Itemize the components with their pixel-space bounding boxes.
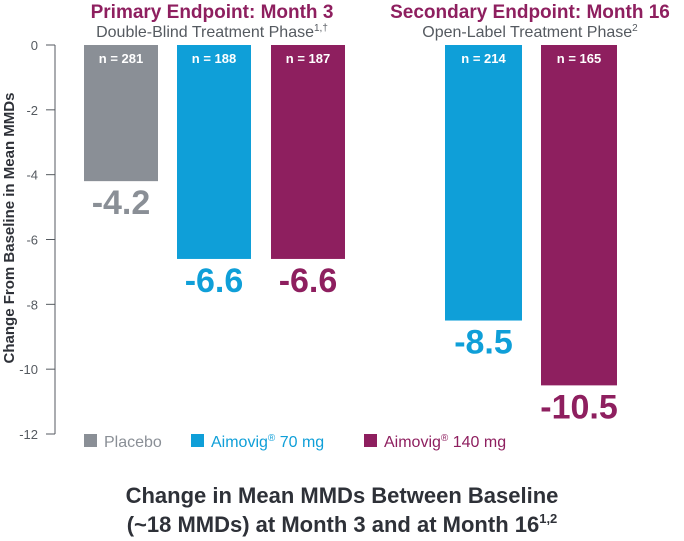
- y-tick-label: -4: [26, 168, 38, 183]
- y-tick-label: -6: [26, 233, 38, 248]
- y-tick-label: -12: [19, 427, 38, 442]
- bar-n-label: n = 214: [461, 51, 506, 66]
- bar-n-label: n = 188: [192, 51, 236, 66]
- bar-value-label: -6.6: [185, 262, 244, 300]
- bar-n-label: n = 281: [99, 51, 143, 66]
- chart-title-line2: (~18 MMDs) at Month 3 and at Month 161,2: [127, 511, 558, 537]
- legend-swatch: [191, 434, 204, 447]
- group-title: Primary Endpoint: Month 3: [91, 2, 334, 23]
- group-subtitle: Double-Blind Treatment Phase1,†: [96, 23, 328, 41]
- bar-value-label: -8.5: [454, 324, 513, 362]
- bar: [177, 45, 251, 259]
- bar: [541, 45, 617, 386]
- group-subtitle: Open-Label Treatment Phase2: [422, 23, 638, 41]
- y-tick-label: -2: [26, 103, 38, 118]
- bar: [445, 45, 522, 321]
- y-tick-label: -10: [19, 362, 38, 377]
- bar-value-label: -6.6: [279, 262, 338, 300]
- y-tick-label: -8: [26, 297, 38, 312]
- bar-value-label: -4.2: [92, 184, 151, 222]
- bar-n-label: n = 165: [557, 51, 601, 66]
- chart-title-line1: Change in Mean MMDs Between Baseline: [126, 483, 559, 508]
- bar-value-label: -10.5: [540, 388, 618, 426]
- legend-label: Aimovig® 70 mg: [211, 433, 324, 451]
- legend-swatch: [364, 434, 377, 447]
- y-axis-label: Change From Baseline in Mean MMDs: [1, 93, 18, 364]
- legend-label: Aimovig® 140 mg: [384, 433, 506, 451]
- bar: [271, 45, 345, 259]
- bar: [84, 45, 158, 182]
- bar-n-label: n = 187: [286, 51, 330, 66]
- legend-label: Placebo: [104, 434, 162, 451]
- group-title: Secondary Endpoint: Month 16: [390, 2, 670, 23]
- legend-swatch: [84, 434, 97, 447]
- y-tick-label: 0: [31, 38, 38, 53]
